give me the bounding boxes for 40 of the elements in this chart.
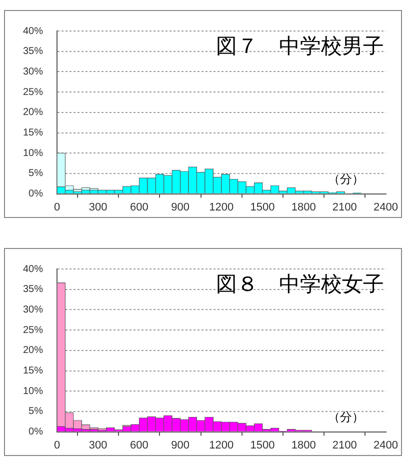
x-tick-label: 1500: [250, 201, 275, 214]
x-tick-label: 300: [88, 439, 108, 452]
y-tick-label: 40%: [23, 264, 44, 275]
x-tick-label: 2100: [332, 439, 357, 452]
y-tick-label: 30%: [23, 304, 44, 316]
x-tick-label: 1800: [291, 201, 316, 214]
chart-title: 図８ 中学校女子: [216, 272, 384, 296]
x-tick-label: 600: [130, 439, 148, 452]
y-tick-label: 0%: [28, 426, 44, 438]
x-axis-title: （分）: [328, 172, 364, 186]
y-tick-label: 10%: [23, 148, 44, 159]
x-tick-label: 2400: [374, 439, 398, 452]
y-tick-label: 5%: [28, 168, 44, 180]
y-tick-label: 40%: [23, 26, 44, 37]
x-tick-label: 900: [171, 439, 190, 452]
chart-title: 図７ 中学校男子: [216, 34, 384, 58]
x-tick-label: 600: [130, 201, 148, 214]
y-tick-label: 25%: [23, 324, 44, 336]
x-tick-label: 900: [171, 201, 190, 214]
x-tick-label: 1200: [209, 439, 234, 452]
y-tick-label: 5%: [28, 406, 44, 418]
x-tick-label: 1800: [291, 439, 316, 452]
y-tick-label: 35%: [23, 284, 44, 296]
y-tick-label: 20%: [23, 107, 44, 118]
x-tick-label: 1500: [250, 439, 275, 452]
x-tick-label: 0: [54, 439, 60, 452]
x-axis-title: （分）: [328, 410, 364, 424]
y-tick-label: 20%: [23, 345, 44, 356]
x-tick-label: 1200: [209, 201, 234, 214]
y-tick-label: 15%: [23, 366, 44, 376]
x-tick-label: 0: [54, 201, 60, 214]
y-tick-label: 30%: [23, 66, 44, 78]
x-tick-label: 2400: [374, 201, 398, 214]
x-tick-label: 2100: [332, 201, 357, 214]
x-tick-label: 300: [88, 201, 108, 214]
y-tick-label: 10%: [23, 386, 44, 397]
y-tick-label: 15%: [23, 128, 44, 138]
y-tick-label: 35%: [23, 46, 44, 58]
y-tick-label: 25%: [23, 86, 44, 98]
y-tick-label: 0%: [28, 188, 44, 200]
